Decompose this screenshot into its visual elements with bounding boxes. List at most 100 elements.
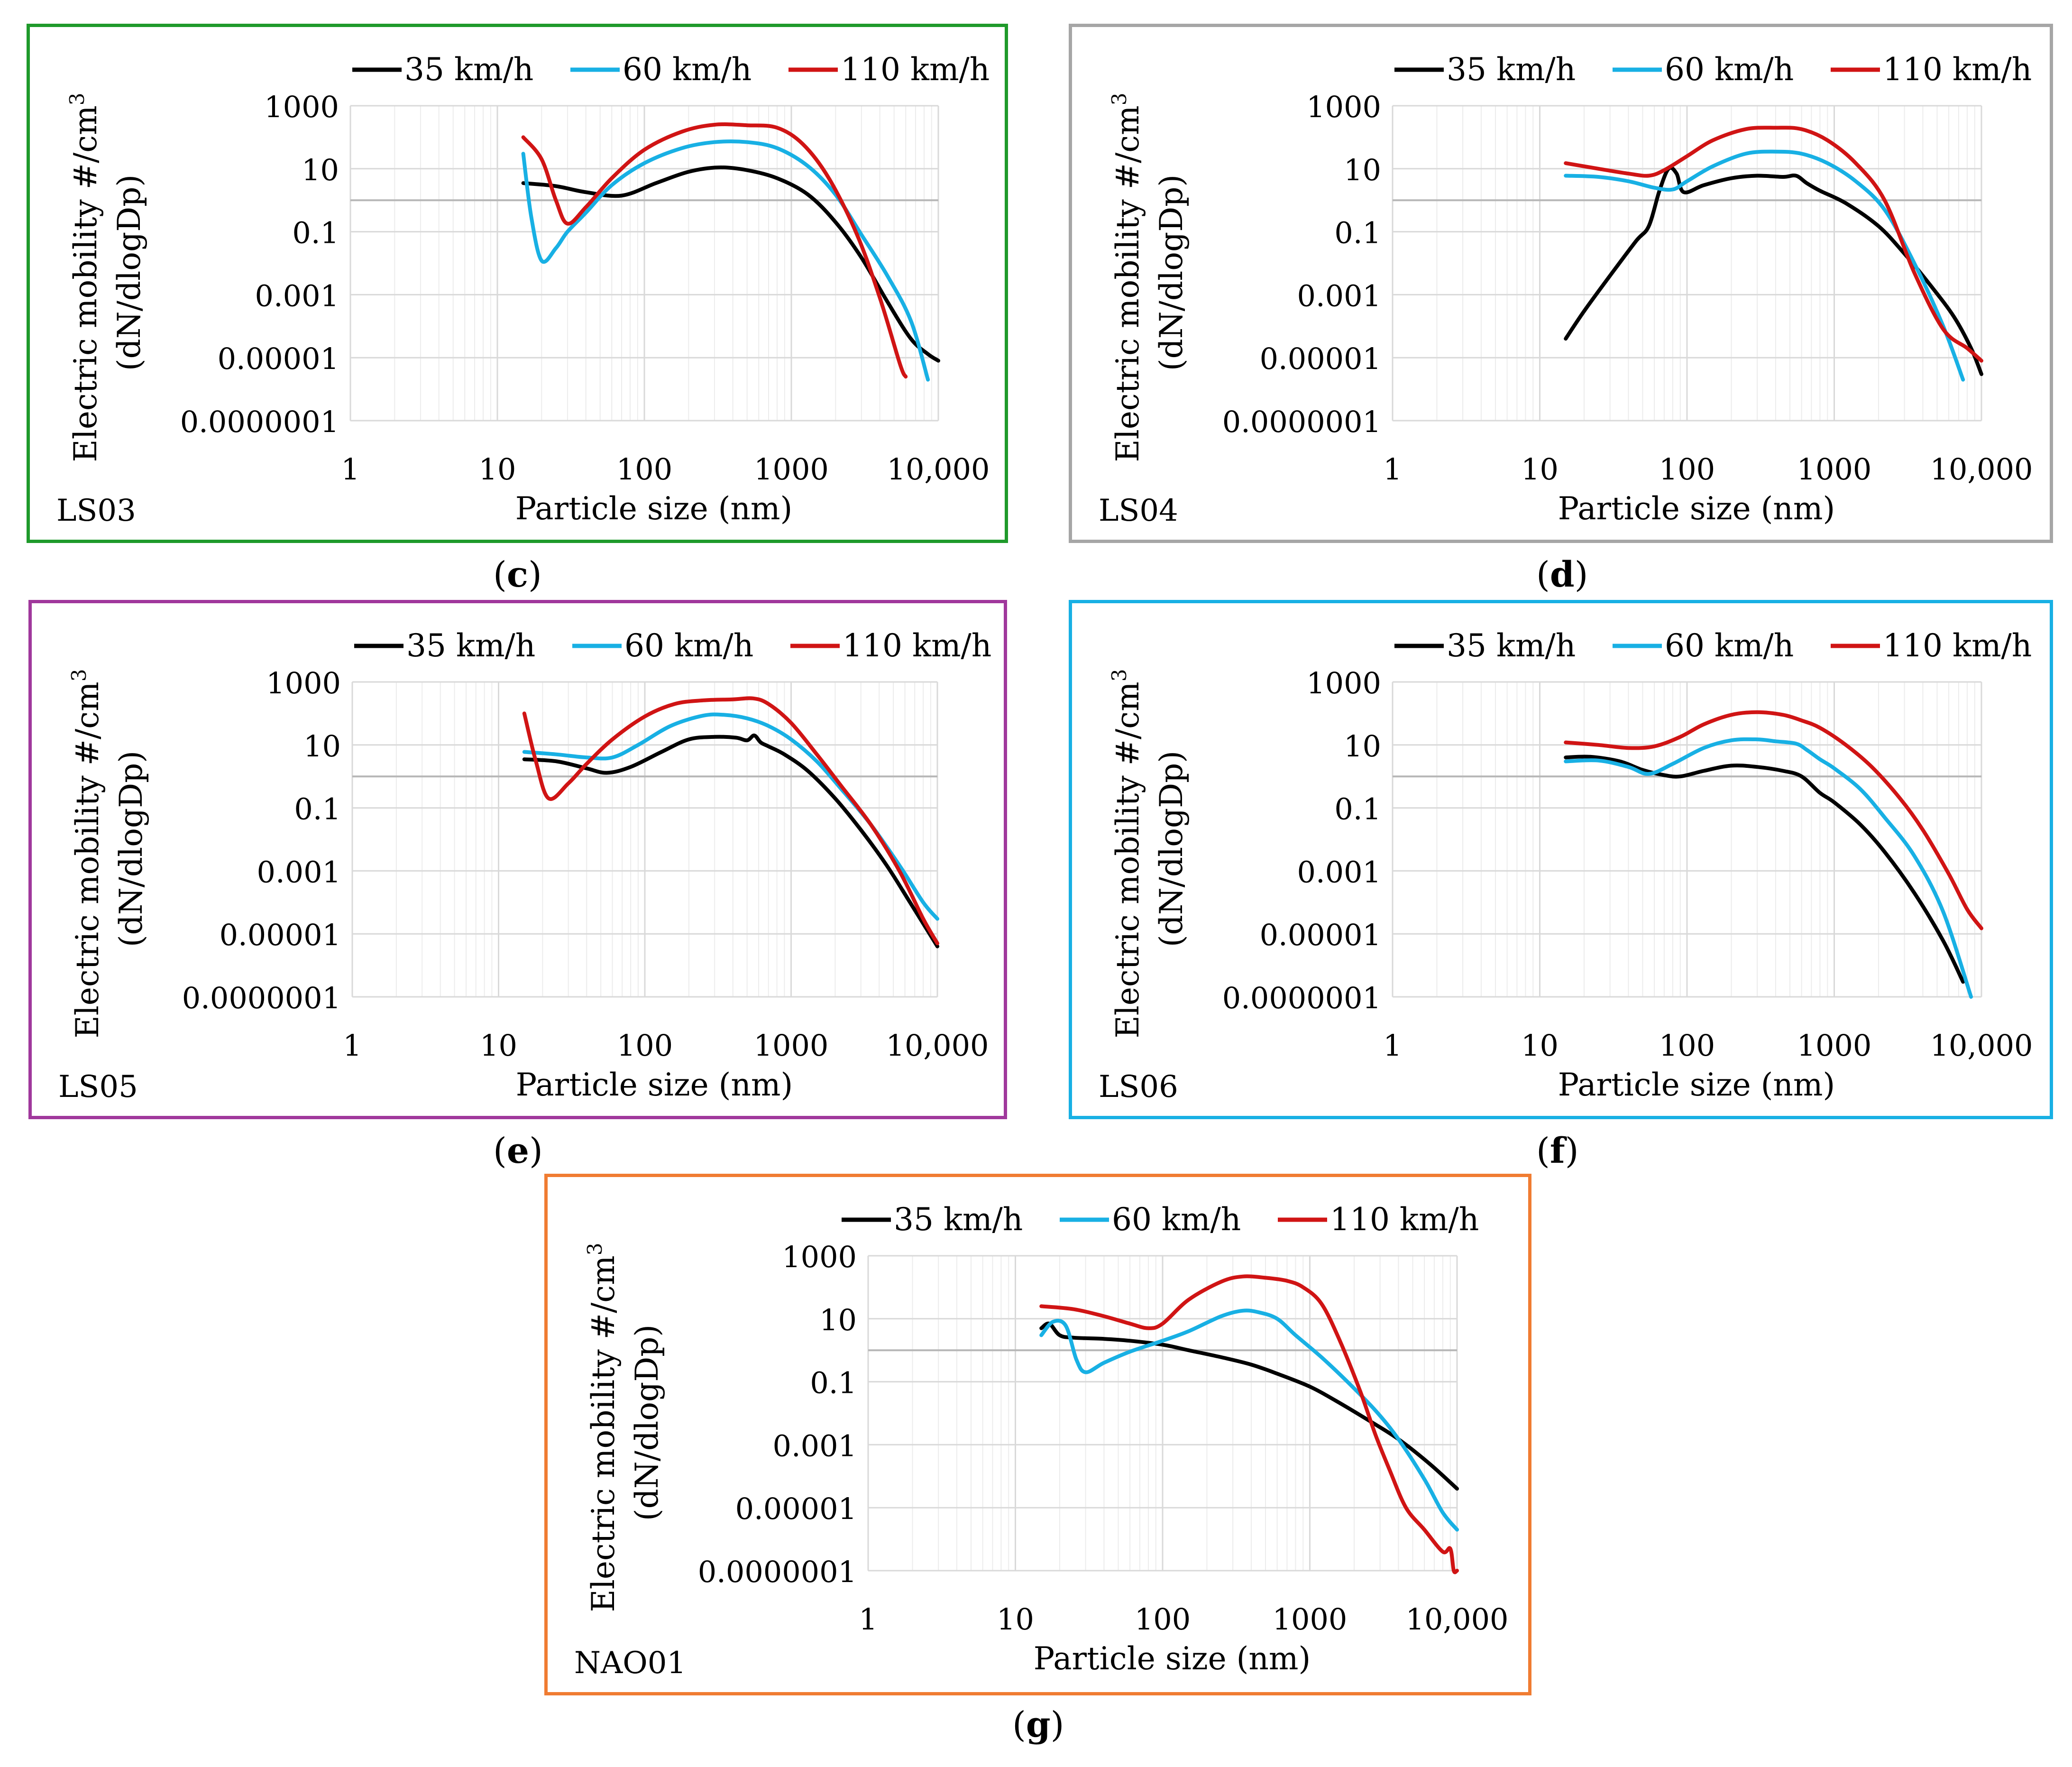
y-tick-label: 0.001 xyxy=(1297,278,1382,313)
caption-g: (g) xyxy=(1012,1704,1064,1745)
legend-label-1: 35 km/h xyxy=(404,51,533,88)
y-axis-label: Electric mobility #/cm3 xyxy=(65,93,104,462)
panel-label: LS04 xyxy=(1099,493,1178,528)
x-tick-label: 10 xyxy=(1521,452,1559,487)
caption-d: (d) xyxy=(1536,554,1588,595)
y-tick-labels: 1000 10 0.1 0.001 0.00001 0.0000001 xyxy=(1222,666,1381,1015)
x-tick-labels: 1 10 100 1000 10,000 xyxy=(1383,1028,2033,1063)
x-tick-label: 1000 xyxy=(1797,452,1872,487)
y-tick-label: 0.00001 xyxy=(220,918,341,952)
gridlines xyxy=(351,681,938,998)
gridlines xyxy=(867,1255,1458,1572)
y-tick-label: 1000 xyxy=(1306,666,1381,700)
series-lines xyxy=(522,696,939,948)
y-axis-label-line2: (dN/dlogDp) xyxy=(629,1325,665,1521)
y-axis-label-line2: (dN/dlogDp) xyxy=(1153,175,1190,371)
y-tick-label: 1000 xyxy=(782,1240,857,1274)
series-line-3 xyxy=(1039,1274,1459,1574)
legend: 35 km/h 60 km/h 110 km/h xyxy=(352,51,990,88)
gridlines xyxy=(349,105,939,422)
x-tick-label: 100 xyxy=(616,452,672,487)
y-axis-label-line2: (dN/dlogDp) xyxy=(1153,751,1190,947)
y-axis-label-line1: Electric mobility #/cm xyxy=(1109,105,1146,462)
y-tick-labels: 1000 10 0.1 0.001 0.00001 0.0000001 xyxy=(182,666,341,1015)
y-tick-labels: 1000 10 0.1 0.001 0.00001 0.0000001 xyxy=(698,1240,857,1589)
y-tick-label: 0.0000001 xyxy=(1222,981,1381,1015)
legend-label-2: 60 km/h xyxy=(624,627,753,664)
y-tick-label: 0.1 xyxy=(292,216,339,250)
x-tick-label: 1000 xyxy=(1797,1028,1872,1063)
series-lines xyxy=(521,122,940,382)
x-tick-label: 1 xyxy=(859,1602,877,1637)
y-axis-label: Electric mobility #/cm3 xyxy=(1108,93,1146,462)
series-line-1 xyxy=(521,166,940,363)
panel-label: LS06 xyxy=(1099,1069,1178,1104)
x-tick-labels: 1 10 100 1000 10,000 xyxy=(859,1602,1508,1637)
caption-letter-f: f xyxy=(1549,1131,1565,1171)
legend-label-3: 110 km/h xyxy=(1883,51,2032,88)
x-tick-label: 10,000 xyxy=(1406,1602,1509,1637)
x-tick-label: 1 xyxy=(341,452,359,487)
y-axis-label: Electric mobility #/cm3 xyxy=(583,1243,622,1612)
series-line-3 xyxy=(1564,126,1983,363)
y-tick-label: 0.1 xyxy=(810,1366,857,1400)
y-tick-label: 0.001 xyxy=(773,1428,857,1463)
x-tick-label: 100 xyxy=(617,1028,673,1063)
legend-label-3: 110 km/h xyxy=(843,627,991,664)
y-tick-label: 0.00001 xyxy=(735,1491,857,1526)
legend: 35 km/h 60 km/h 110 km/h xyxy=(354,627,991,664)
x-tick-label: 100 xyxy=(1135,1602,1191,1637)
y-tick-label: 10 xyxy=(302,153,339,187)
x-axis-label: Particle size (nm) xyxy=(515,490,792,527)
caption-letter-c: c xyxy=(506,554,528,595)
panel-label: LS03 xyxy=(56,493,136,528)
legend: 35 km/h 60 km/h 110 km/h xyxy=(1394,627,2032,664)
y-tick-label: 0.001 xyxy=(255,278,339,313)
series-line-3 xyxy=(1564,710,1983,930)
legend-label-1: 35 km/h xyxy=(406,627,535,664)
y-axis-label-line1: Electric mobility #/cm xyxy=(69,681,106,1038)
y-axis-label-line1: Electric mobility #/cm xyxy=(585,1255,622,1612)
x-tick-label: 10 xyxy=(997,1602,1034,1637)
y-tick-label: 1000 xyxy=(266,666,341,700)
series-lines xyxy=(1039,1274,1459,1574)
gridlines xyxy=(1392,105,1982,422)
chart-panel-ls03: 1000 10 0.1 0.001 0.00001 0.0000001 1 10 100 1000… xyxy=(27,24,1008,543)
x-tick-label: 10,000 xyxy=(1930,1028,2033,1063)
x-tick-label: 1000 xyxy=(754,1028,829,1063)
y-tick-label: 0.1 xyxy=(1334,792,1381,827)
legend-label-3: 110 km/h xyxy=(841,51,990,88)
x-tick-label: 10,000 xyxy=(886,1028,989,1063)
caption-letter-d: d xyxy=(1549,554,1575,595)
y-tick-label: 1000 xyxy=(264,90,339,124)
y-tick-label: 0.0000001 xyxy=(182,981,341,1015)
series-line-2 xyxy=(1564,737,1973,999)
y-tick-label: 10 xyxy=(303,729,341,764)
chart-panel-ls04: 1000 10 0.1 0.001 0.00001 0.0000001 1 10 100 1000… xyxy=(1069,24,2053,543)
gridlines xyxy=(1392,681,1982,998)
y-axis-label-line1: Electric mobility #/cm xyxy=(67,105,104,462)
y-tick-label: 0.001 xyxy=(1297,855,1382,889)
y-tick-label: 0.0000001 xyxy=(1222,405,1381,439)
legend-label-2: 60 km/h xyxy=(1665,51,1794,88)
x-axis-label: Particle size (nm) xyxy=(1558,490,1835,527)
x-tick-labels: 1 10 100 1000 10,000 xyxy=(1383,452,2033,487)
y-tick-label: 10 xyxy=(1344,729,1381,764)
y-tick-label: 0.001 xyxy=(257,855,341,889)
x-axis-label: Particle size (nm) xyxy=(516,1067,793,1103)
x-tick-label: 1 xyxy=(1383,1028,1402,1063)
series-lines xyxy=(1564,710,1983,999)
chart-panel-ls05: 1000 10 0.1 0.001 0.00001 0.0000001 1 10 100 1000… xyxy=(28,600,1007,1119)
y-axis-label: Electric mobility #/cm3 xyxy=(67,669,106,1039)
y-axis-label-line1: Electric mobility #/cm xyxy=(1109,681,1146,1038)
legend-label-2: 60 km/h xyxy=(623,51,752,88)
y-tick-label: 0.0000001 xyxy=(180,405,339,439)
series-line-3 xyxy=(522,696,939,946)
legend-label-1: 35 km/h xyxy=(894,1201,1023,1238)
legend-label-3: 110 km/h xyxy=(1330,1201,1479,1238)
y-tick-label: 0.00001 xyxy=(1260,918,1381,952)
x-axis-label: Particle size (nm) xyxy=(1558,1067,1835,1103)
